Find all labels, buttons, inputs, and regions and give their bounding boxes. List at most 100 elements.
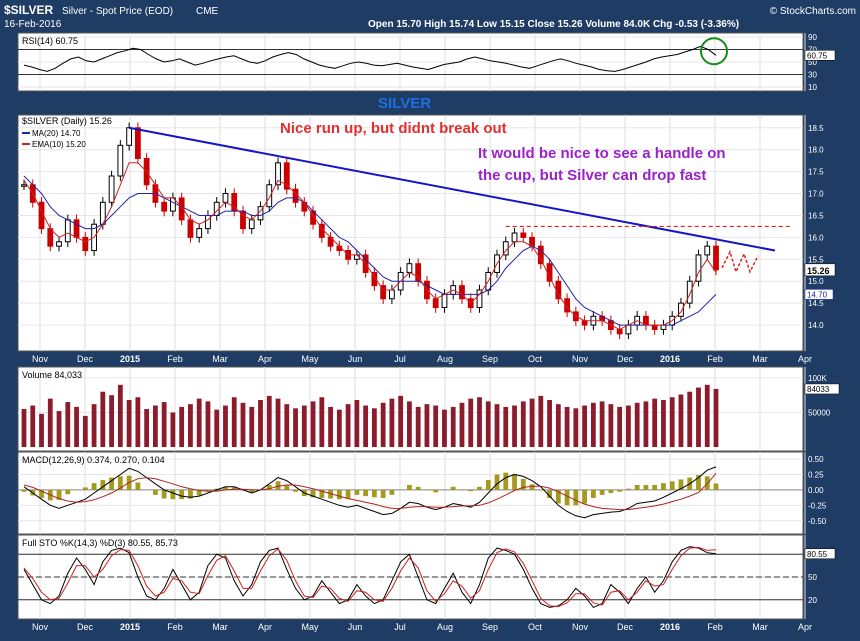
y-tick-label-stochastic: 20 xyxy=(808,596,817,605)
candle-body xyxy=(178,197,185,221)
y-tick-label-macd: -0.25 xyxy=(808,501,827,510)
volume-bar xyxy=(477,397,482,447)
x-tick-label: Jul xyxy=(394,622,406,632)
macd-histogram-bar xyxy=(21,489,27,492)
candle-body xyxy=(56,241,62,247)
x-tick-label: May xyxy=(301,354,319,364)
volume-bar xyxy=(617,406,623,447)
price-value-label: 15.26 xyxy=(807,266,830,276)
volume-bar xyxy=(485,401,491,447)
macd-histogram-bar xyxy=(477,486,482,490)
candle-body xyxy=(275,162,281,186)
sto-value-box xyxy=(804,548,836,560)
y-tick-label-price: 14.0 xyxy=(808,321,824,330)
candle-body xyxy=(441,293,448,309)
volume-bar xyxy=(91,404,97,447)
sto-label: Full STO %K(14,3) %D(3) 80.55, 85.73 xyxy=(22,538,178,548)
macd-histogram-bar xyxy=(56,489,62,500)
x-tick-label: Apr xyxy=(258,622,272,632)
volume-value-label: 84033 xyxy=(807,385,830,394)
volume-bar xyxy=(538,395,544,447)
volume-bar xyxy=(529,398,535,447)
candle-body xyxy=(248,219,255,230)
macd-histogram-bar xyxy=(538,489,544,491)
candle-body xyxy=(161,201,168,212)
macd-histogram-bar xyxy=(310,489,316,498)
macd-histogram-bar xyxy=(179,489,185,500)
volume-bar xyxy=(188,404,193,447)
volume-bar xyxy=(56,411,62,447)
macd-histogram-bar xyxy=(678,479,684,490)
macd-histogram-bar xyxy=(91,483,97,490)
volume-bar xyxy=(389,398,395,447)
volume-bar xyxy=(170,412,176,447)
candle-body xyxy=(117,144,124,177)
x-tick-label: Nov xyxy=(32,622,49,632)
x-tick-label: Aug xyxy=(437,354,453,364)
y-tick-label-price: 18.0 xyxy=(808,146,824,155)
candle-body xyxy=(537,245,544,265)
ema10-line xyxy=(23,162,717,331)
annotation-note1: Nice run up, but didnt break out xyxy=(280,120,507,137)
macd-histogram-bar xyxy=(188,489,193,499)
x-tick-label: Jun xyxy=(348,354,363,364)
x-tick-label: Apr xyxy=(798,354,812,364)
macd-histogram-bar xyxy=(485,480,491,490)
volume-bar xyxy=(503,406,509,447)
x-tick-label: Oct xyxy=(528,354,543,364)
y-tick-label-macd: 0.50 xyxy=(808,455,824,464)
price-value-box xyxy=(804,263,836,277)
macd-histogram-bar xyxy=(459,489,465,490)
x-tick-label: Mar xyxy=(212,354,228,364)
candle-body xyxy=(82,236,89,252)
volume-bar xyxy=(266,395,272,447)
volume-bar xyxy=(30,405,36,447)
y-tick-label-price: 16.0 xyxy=(808,233,824,242)
candle-body xyxy=(616,328,623,335)
description-label: Silver - Spot Price (EOD) xyxy=(62,6,173,17)
y-tick-label-price: 15.0 xyxy=(808,277,824,286)
candle-body xyxy=(73,219,80,238)
macd-histogram-bar xyxy=(266,484,272,490)
price-legend-symbol: $SILVER (Daily) 15.26 xyxy=(22,116,112,126)
macd-histogram-bar xyxy=(231,487,237,490)
macd-histogram-bar xyxy=(39,489,44,498)
projected-handle xyxy=(721,249,759,274)
marks-layer: Nov Dec 2015 Feb Mar Apr May Jun Jul Aug Sep Oct Nov… xyxy=(18,33,840,632)
macd-histogram-bar xyxy=(433,489,439,493)
y-tick-label-price: 16.5 xyxy=(808,211,824,220)
macd-histogram-bar xyxy=(170,489,176,500)
volume-bar xyxy=(582,405,588,447)
macd-histogram-bar xyxy=(424,489,430,491)
macd-histogram-bar xyxy=(345,489,351,499)
volume-bar xyxy=(634,402,640,447)
macd-histogram-bar xyxy=(564,489,570,506)
x-tick-label: Nov xyxy=(572,622,589,632)
volume-bar xyxy=(328,406,333,447)
y-tick-label-macd: 0.00 xyxy=(808,486,824,495)
y-tick-label-rsi: 10 xyxy=(808,83,817,92)
candle-body xyxy=(476,289,483,309)
volume-bar xyxy=(161,402,167,447)
candle-body xyxy=(686,280,693,304)
annotation-note2-line2: the cup, but Silver can drop fast xyxy=(478,167,706,184)
trendline xyxy=(128,126,776,252)
macd-histogram-bar xyxy=(319,489,325,498)
macd-histogram-bar xyxy=(354,489,360,495)
macd-histogram-bar xyxy=(293,489,298,492)
macd-histogram-bar xyxy=(555,489,561,504)
macd-histogram-bar xyxy=(529,484,535,490)
macd-histogram-bar xyxy=(223,486,228,490)
macd-histogram-bar xyxy=(468,489,474,492)
volume-bar xyxy=(573,408,579,447)
volume-bar xyxy=(275,398,281,447)
macd-histogram-bar xyxy=(135,482,141,490)
macd-histogram-bar xyxy=(161,489,167,499)
volume-bar xyxy=(626,405,631,447)
volume-bar xyxy=(196,398,202,447)
volume-bar xyxy=(21,409,27,447)
candle-body xyxy=(283,162,290,190)
annotation-note2-line1: It would be nice to see a handle on xyxy=(478,145,726,162)
volume-bar xyxy=(687,391,693,447)
